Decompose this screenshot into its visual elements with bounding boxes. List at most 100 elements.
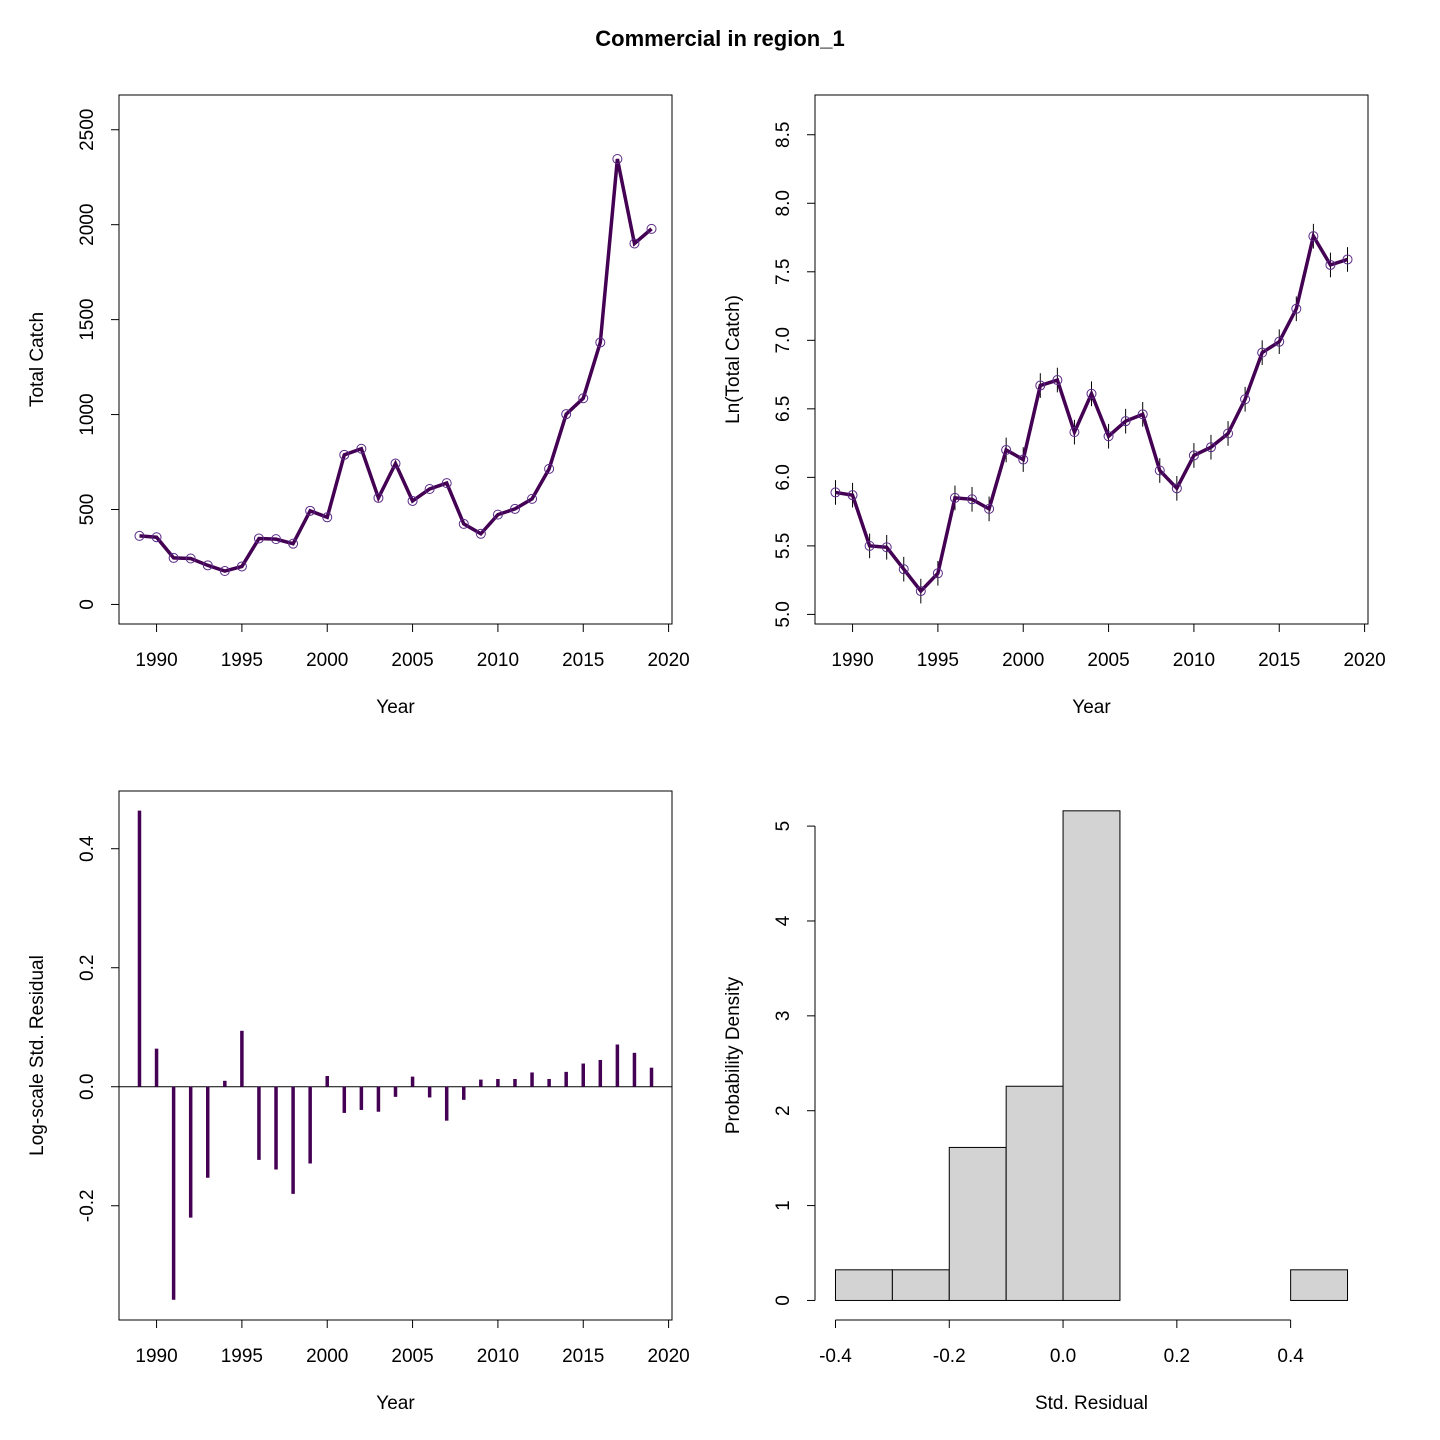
data-point xyxy=(561,409,572,420)
data-point xyxy=(1240,394,1251,405)
data-line xyxy=(139,158,653,573)
y-tick-label: 4 xyxy=(773,915,794,926)
y-tick-label: 8.0 xyxy=(773,190,794,216)
x-tick-label: 2010 xyxy=(477,1346,519,1367)
x-tick-label: 2000 xyxy=(1002,650,1044,671)
data-point xyxy=(356,443,367,454)
data-point xyxy=(544,463,555,474)
data-point xyxy=(168,552,179,563)
data-point xyxy=(898,564,909,575)
x-tick-label: 0.4 xyxy=(1277,1346,1304,1367)
y-tick-label: 5 xyxy=(773,821,794,832)
x-tick-label: 2000 xyxy=(306,1346,348,1367)
data-point xyxy=(1291,303,1302,314)
histogram-bar xyxy=(948,1146,1007,1301)
y-tick-label: -0.2 xyxy=(77,1189,98,1222)
data-point xyxy=(185,553,196,564)
y-tick-label: 2 xyxy=(773,1105,794,1116)
y-tick-label: 5.5 xyxy=(773,533,794,559)
histogram-bar xyxy=(834,1269,893,1301)
x-tick-label: 2010 xyxy=(1173,650,1215,671)
x-tick-label: 1990 xyxy=(135,650,177,671)
data-point xyxy=(492,509,503,520)
x-tick-label: 2015 xyxy=(562,650,604,671)
data-point xyxy=(527,493,538,504)
x-tick-label: 2010 xyxy=(477,650,519,671)
data-point xyxy=(595,337,606,348)
y-tick-label: 0 xyxy=(77,599,98,610)
data-point xyxy=(629,238,640,249)
data-point xyxy=(288,538,299,549)
x-tick-label: 2020 xyxy=(647,1346,689,1367)
y-tick-label: 3 xyxy=(773,1011,794,1022)
y-axis-label: Log-scale Std. Residual xyxy=(27,955,48,1156)
data-point xyxy=(578,393,589,404)
y-tick-label: 2500 xyxy=(77,109,98,151)
data-point xyxy=(1205,442,1216,453)
x-axis-label: Year xyxy=(1072,697,1111,718)
data-point xyxy=(864,540,875,551)
y-tick-label: 1500 xyxy=(77,298,98,340)
data-point xyxy=(322,512,333,523)
y-tick-label: 0.4 xyxy=(77,835,98,862)
data-point xyxy=(830,487,841,498)
x-tick-label: 0.2 xyxy=(1164,1346,1190,1367)
x-tick-label: 1995 xyxy=(221,1346,263,1367)
data-point xyxy=(134,530,145,541)
data-point xyxy=(1188,450,1199,461)
x-tick-label: 2005 xyxy=(391,650,433,671)
data-point xyxy=(967,494,978,505)
y-tick-label: 8.5 xyxy=(773,122,794,148)
x-axis-label: Year xyxy=(376,697,415,718)
data-point xyxy=(1001,444,1012,455)
x-tick-label: 2020 xyxy=(647,650,689,671)
data-point xyxy=(1171,483,1182,494)
x-axis-label: Std. Residual xyxy=(1035,1393,1148,1414)
x-tick-label: 2015 xyxy=(1258,650,1300,671)
data-point xyxy=(441,478,452,489)
data-point xyxy=(1257,347,1268,358)
data-point xyxy=(915,586,926,597)
histogram-bar xyxy=(891,1269,950,1301)
data-point xyxy=(475,528,486,539)
data-point xyxy=(458,518,469,529)
data-point xyxy=(219,566,230,577)
y-axis-label: Total Catch xyxy=(27,312,48,407)
data-point xyxy=(1103,431,1114,442)
data-point xyxy=(847,490,858,501)
figure-title: Commercial in region_1 xyxy=(595,26,844,51)
y-tick-label: 7.0 xyxy=(773,327,794,353)
data-point xyxy=(1120,416,1131,427)
data-point xyxy=(1325,259,1336,270)
data-point xyxy=(424,483,435,494)
data-point xyxy=(151,532,162,543)
x-tick-label: 1995 xyxy=(221,650,263,671)
histogram-bar xyxy=(1062,810,1121,1301)
y-axis-label: Probability Density xyxy=(723,976,744,1134)
y-tick-label: 7.5 xyxy=(773,259,794,285)
data-point xyxy=(390,458,401,469)
data-point xyxy=(612,153,623,164)
x-axis-label: Year xyxy=(376,1393,415,1414)
data-point xyxy=(1035,380,1046,391)
x-tick-label: 1990 xyxy=(135,1346,177,1367)
x-tick-label: 1990 xyxy=(831,650,873,671)
data-point xyxy=(407,495,418,506)
data-point xyxy=(1069,427,1080,438)
data-point xyxy=(1052,375,1063,386)
data-point xyxy=(253,533,264,544)
x-tick-label: -0.2 xyxy=(933,1346,966,1367)
data-line xyxy=(835,231,1349,594)
data-point xyxy=(305,505,316,516)
data-point xyxy=(1137,409,1148,420)
data-point xyxy=(236,561,247,572)
x-tick-label: 0.0 xyxy=(1050,1346,1076,1367)
x-tick-label: 2005 xyxy=(391,1346,433,1367)
data-point xyxy=(932,568,943,579)
data-point xyxy=(339,449,350,460)
data-point xyxy=(984,503,995,514)
data-point xyxy=(646,223,657,234)
data-point xyxy=(271,534,282,545)
y-tick-label: 1 xyxy=(773,1200,794,1211)
